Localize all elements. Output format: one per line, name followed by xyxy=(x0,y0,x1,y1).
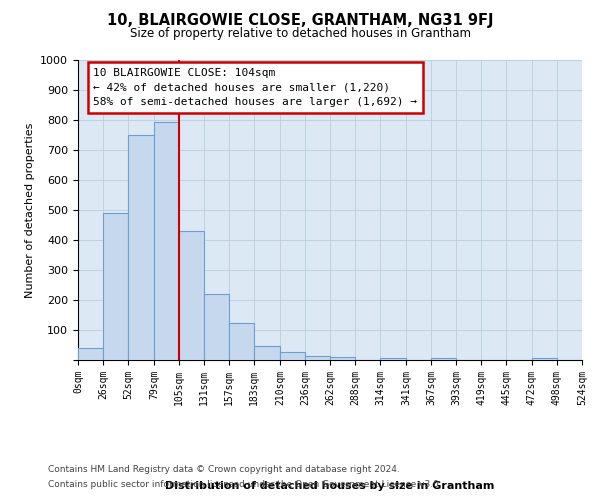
Text: 10 BLAIRGOWIE CLOSE: 104sqm
← 42% of detached houses are smaller (1,220)
58% of : 10 BLAIRGOWIE CLOSE: 104sqm ← 42% of det… xyxy=(93,68,417,107)
Text: 10, BLAIRGOWIE CLOSE, GRANTHAM, NG31 9FJ: 10, BLAIRGOWIE CLOSE, GRANTHAM, NG31 9FJ xyxy=(107,12,493,28)
Y-axis label: Number of detached properties: Number of detached properties xyxy=(25,122,35,298)
Bar xyxy=(254,346,280,360)
Bar xyxy=(229,322,254,360)
Bar xyxy=(154,122,179,360)
Bar xyxy=(280,352,305,360)
Bar xyxy=(128,135,154,360)
Bar xyxy=(380,358,406,360)
Bar xyxy=(431,358,456,360)
Bar xyxy=(179,231,204,360)
Text: Contains HM Land Registry data © Crown copyright and database right 2024.: Contains HM Land Registry data © Crown c… xyxy=(48,465,400,474)
Bar xyxy=(103,213,128,360)
Bar xyxy=(305,356,330,360)
Text: Size of property relative to detached houses in Grantham: Size of property relative to detached ho… xyxy=(130,28,470,40)
Bar xyxy=(330,357,355,360)
Bar xyxy=(78,348,103,360)
X-axis label: Distribution of detached houses by size in Grantham: Distribution of detached houses by size … xyxy=(166,482,494,492)
Bar xyxy=(204,294,229,360)
Bar xyxy=(532,358,557,360)
Text: Contains public sector information licensed under the Open Government Licence v3: Contains public sector information licen… xyxy=(48,480,442,489)
